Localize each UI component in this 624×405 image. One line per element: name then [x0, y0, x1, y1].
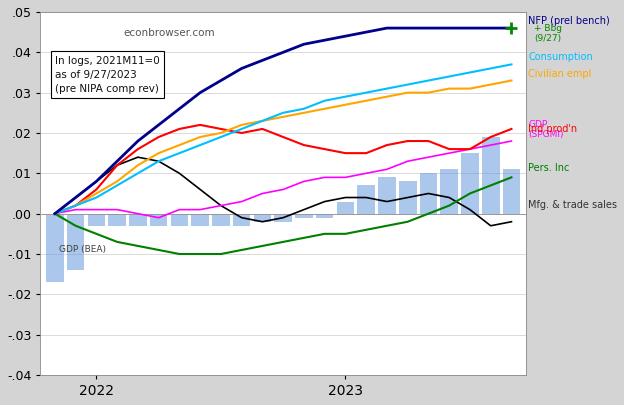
Text: GDP
(SPGMI): GDP (SPGMI) [528, 119, 563, 139]
Bar [212, 214, 230, 226]
Text: + Bbg
(9/27): + Bbg (9/27) [534, 24, 562, 43]
Bar [441, 169, 458, 214]
Text: Consumption: Consumption [528, 52, 593, 62]
Bar [378, 177, 396, 214]
Bar [419, 173, 437, 214]
Bar [358, 185, 375, 214]
Bar [482, 137, 500, 214]
Text: GDP (BEA): GDP (BEA) [59, 245, 106, 254]
Text: NFP (prel bench): NFP (prel bench) [528, 16, 610, 26]
Bar [233, 214, 250, 226]
Bar [170, 214, 188, 226]
Text: Civilian empl: Civilian empl [528, 68, 592, 79]
Bar [129, 214, 147, 226]
Text: Mfg. & trade sales: Mfg. & trade sales [528, 200, 617, 210]
Bar [192, 214, 209, 226]
Bar [150, 214, 167, 226]
Bar [503, 169, 520, 214]
Bar [399, 181, 416, 214]
Bar [275, 214, 292, 222]
Text: Pers. Inc: Pers. Inc [528, 163, 570, 173]
Bar [316, 214, 333, 218]
Bar [253, 214, 271, 222]
Bar [87, 214, 105, 226]
Bar [109, 214, 126, 226]
Bar [295, 214, 313, 218]
Text: Ind prod'n: Ind prod'n [528, 124, 577, 134]
Text: In logs, 2021M11=0
as of 9/27/2023
(pre NIPA comp rev): In logs, 2021M11=0 as of 9/27/2023 (pre … [55, 55, 160, 94]
Bar [67, 214, 84, 270]
Text: econbrowser.com: econbrowser.com [123, 28, 215, 38]
Bar [336, 202, 354, 214]
Bar [461, 153, 479, 214]
Bar [46, 214, 64, 282]
